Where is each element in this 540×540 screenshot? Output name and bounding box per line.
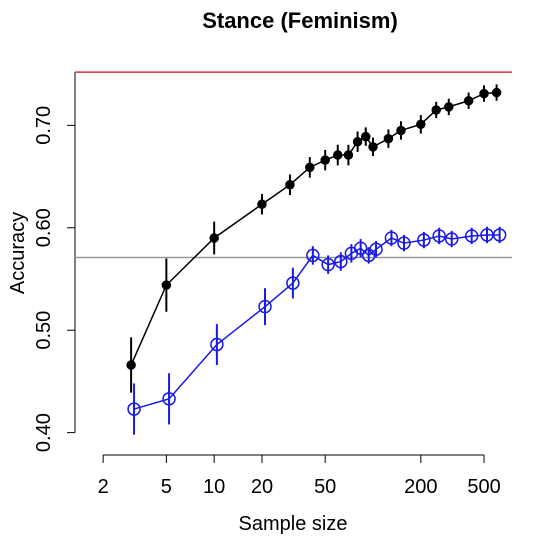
data-point [384,231,399,245]
data-point [321,257,335,272]
y-tick-label: 0.70 [33,106,55,145]
y-tick-label: 0.60 [33,208,55,247]
data-point [416,119,426,130]
data-point [343,150,354,160]
data-point [209,233,219,243]
y-tick-label: 0.40 [33,413,55,452]
data-point [444,102,454,112]
data-point [383,133,394,144]
x-tick-label: 200 [404,476,437,498]
data-point [492,228,507,242]
data-point [334,254,348,269]
data-point [463,96,474,106]
x-tick-label: 10 [203,476,225,498]
data-point [333,150,343,160]
data-point [431,105,441,115]
data-point [162,392,176,406]
x-tick-label: 20 [251,476,273,498]
x-tick-label: 5 [161,476,172,498]
data-point [397,236,411,250]
data-point [491,87,502,98]
data-point [127,402,141,416]
data-point [479,88,489,99]
chart-title: Stance (Feminism) [202,8,398,33]
data-point [417,233,431,247]
y-tick-label: 0.50 [33,311,55,350]
data-point [360,131,371,142]
data-point [285,179,295,190]
x-tick-label: 50 [314,476,336,498]
series-line [130,91,497,366]
data-point [368,142,378,152]
data-point [464,229,479,243]
data-point [444,232,459,246]
x-tick-label: 2 [98,476,109,498]
data-point [257,199,267,209]
data-point [320,155,330,165]
data-point [286,276,300,290]
data-point [305,162,315,173]
x-axis-title: Sample size [239,513,348,535]
data-point [352,136,363,147]
x-tick-label: 500 [467,476,500,498]
data-point [396,125,406,136]
series-line [133,234,500,410]
data-point [126,360,136,370]
y-axis-title: Accuracy [7,212,29,294]
data-point [161,280,172,290]
data-point [210,337,224,352]
data-point [306,248,320,263]
data-point [258,299,272,314]
data-point [353,241,368,256]
data-point [369,242,383,257]
data-point [432,229,446,243]
